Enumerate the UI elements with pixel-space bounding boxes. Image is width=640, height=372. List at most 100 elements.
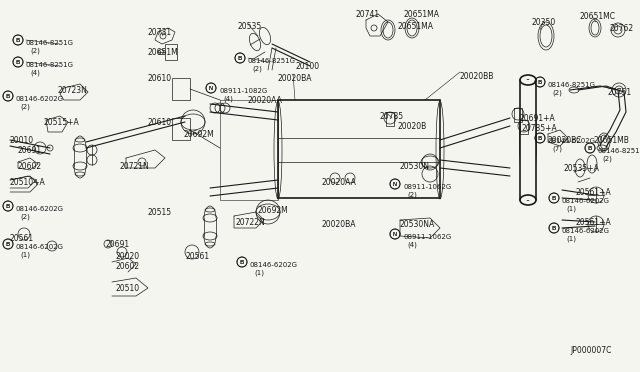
Text: N: N [393,182,397,186]
Text: (7): (7) [552,146,562,153]
Text: 08146-8251G: 08146-8251G [26,62,74,68]
Text: B: B [240,260,244,264]
Text: 20561: 20561 [186,252,210,261]
Text: 20020AA: 20020AA [322,178,357,187]
Text: 20561+A: 20561+A [576,218,612,227]
Text: B: B [538,135,542,141]
Text: 20741: 20741 [355,10,379,19]
Text: B: B [588,145,592,151]
Text: B: B [538,80,542,84]
Text: (1): (1) [566,206,576,212]
Text: 20691+A: 20691+A [520,114,556,123]
Text: 20020BA: 20020BA [322,220,356,229]
Text: 20691: 20691 [18,146,42,155]
Text: B: B [16,38,20,42]
Text: B: B [6,203,10,208]
Text: 20100: 20100 [296,62,320,71]
Text: 20020: 20020 [116,252,140,261]
Text: 20515: 20515 [148,208,172,217]
Text: (2): (2) [20,104,30,110]
Text: 20651MB: 20651MB [594,136,630,145]
Text: 20610: 20610 [148,118,172,127]
Text: 20721N: 20721N [120,162,150,171]
Text: 20602: 20602 [116,262,140,271]
Text: 20785: 20785 [380,112,404,121]
Text: 08146-6202G: 08146-6202G [562,228,610,234]
Text: 20651M: 20651M [148,48,179,57]
Text: B: B [588,145,592,151]
Text: 20691: 20691 [105,240,129,249]
Text: N: N [393,231,397,237]
Text: 08911-1082G: 08911-1082G [219,88,268,94]
Text: 20561: 20561 [10,234,34,243]
Text: 20722N: 20722N [236,218,266,227]
Text: 20350: 20350 [531,18,556,27]
Text: (2): (2) [30,48,40,55]
Text: (1): (1) [566,236,576,243]
Text: 20751: 20751 [608,88,632,97]
Text: 20651MA: 20651MA [404,10,440,19]
Text: 08146-8251G: 08146-8251G [548,82,596,88]
Text: 20651MC: 20651MC [580,12,616,21]
Text: 08146-8251G: 08146-8251G [598,148,640,154]
Text: (2): (2) [552,90,562,96]
Text: (1): (1) [254,270,264,276]
Text: B: B [6,93,10,99]
Bar [278,100,440,198]
Text: (2): (2) [407,192,417,199]
Text: (4): (4) [223,96,233,103]
Text: 08146-6202G: 08146-6202G [16,96,64,102]
Text: B: B [6,93,10,99]
Text: 08146-6202G: 08146-6202G [250,262,298,268]
Text: N: N [209,86,213,90]
Text: (2): (2) [252,66,262,73]
Text: B: B [238,55,242,61]
Text: 20010: 20010 [10,136,34,145]
Text: 20510+A: 20510+A [10,178,45,187]
Text: 20535: 20535 [238,22,262,31]
Text: 20020B: 20020B [398,122,428,131]
Text: B: B [538,80,542,84]
Bar [520,80,536,200]
Text: 20762: 20762 [609,24,633,33]
Text: 20723N: 20723N [58,86,88,95]
Text: 08146-6202G: 08146-6202G [16,244,64,250]
Text: 08146-6202G: 08146-6202G [562,198,610,204]
Text: B: B [240,260,244,264]
Bar [74,148,86,166]
Text: B: B [6,241,10,247]
Text: B: B [552,196,556,201]
Text: N: N [209,86,213,90]
Bar [172,78,190,100]
Text: 20692M: 20692M [258,206,289,215]
Text: (4): (4) [30,70,40,77]
Text: 20530N: 20530N [400,162,430,171]
Text: B: B [238,55,242,61]
Text: 20535+A: 20535+A [564,164,600,173]
Text: B: B [16,60,20,64]
Text: B: B [552,196,556,201]
Text: 08911-1062G: 08911-1062G [403,234,451,240]
Text: 20561+A: 20561+A [576,188,612,197]
Text: 20692M: 20692M [183,130,214,139]
Text: 20530NA: 20530NA [400,220,435,229]
Text: B: B [552,225,556,231]
Text: 20515+A: 20515+A [44,118,80,127]
Bar [165,44,177,60]
Text: B: B [552,225,556,231]
Text: 20020BC: 20020BC [548,136,582,145]
Text: 08146-8251G: 08146-8251G [248,58,296,64]
Text: 20610: 20610 [148,74,172,83]
Text: N: N [393,182,397,186]
Text: 20020BB: 20020BB [460,72,494,81]
Text: 20785+A: 20785+A [522,124,557,133]
Text: (2): (2) [602,156,612,163]
Text: 08911-1062G: 08911-1062G [403,184,451,190]
Text: N: N [393,231,397,237]
Text: 20731: 20731 [148,28,172,37]
Text: 20020AA: 20020AA [247,96,282,105]
Text: 08146-6202G: 08146-6202G [548,138,596,144]
Text: B: B [6,241,10,247]
Text: B: B [6,203,10,208]
Text: 20602: 20602 [18,162,42,171]
